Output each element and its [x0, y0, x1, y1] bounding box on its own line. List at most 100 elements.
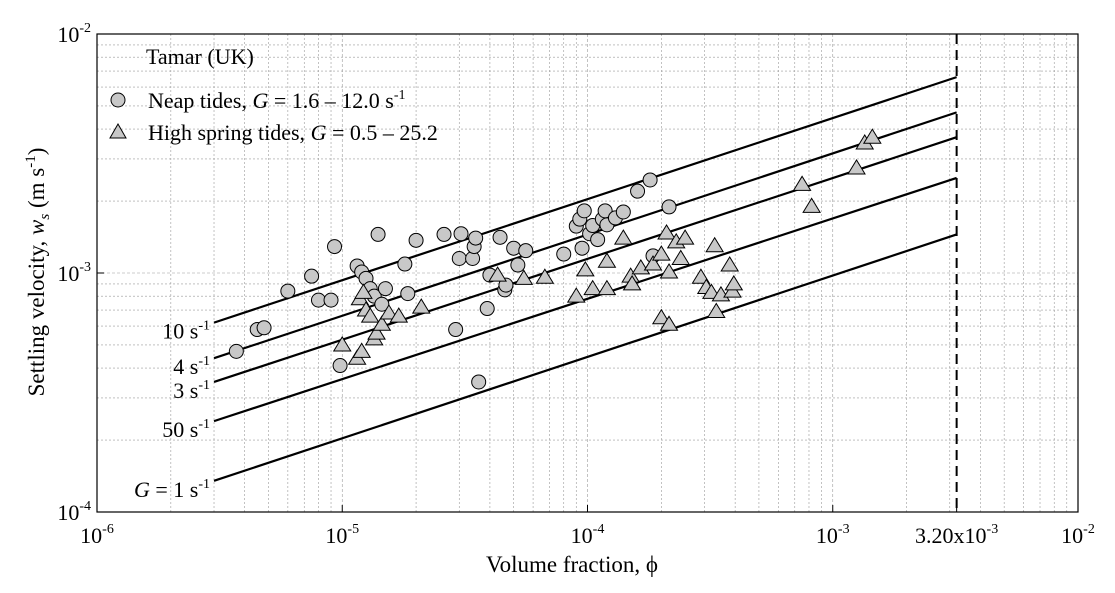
- neap-tide-point: [615, 204, 631, 220]
- spring-tide-point: [671, 249, 691, 265]
- neap-tide-point: [492, 229, 508, 245]
- spring-tide-point: [583, 279, 603, 296]
- tick-marks: [96, 33, 1079, 513]
- neap-tide-point: [448, 322, 464, 338]
- spring-tide-point: [651, 245, 671, 261]
- spring-tide-point: [389, 307, 409, 323]
- x-tick-label: 10-5: [325, 522, 359, 548]
- spring-tide-point: [332, 335, 352, 352]
- spring-tide-point: [792, 175, 812, 191]
- reference-line-label: 10 s-1: [162, 319, 210, 344]
- spring-tide-point: [597, 252, 617, 268]
- spring-tide-point: [705, 236, 725, 253]
- y-axis-label-text: Settling velocity,: [24, 235, 49, 396]
- legend-entry-spring: High spring tides, G = 0.5 – 25.2: [148, 120, 438, 145]
- neap-tide-point: [590, 232, 606, 248]
- neap-tide-point: [332, 358, 348, 374]
- neap-tide-point: [370, 226, 386, 242]
- y-tick-label: 10-2: [57, 21, 91, 47]
- neap-tide-point: [518, 243, 534, 259]
- y-axis-label-sub: s: [37, 214, 53, 220]
- reference-lines: 10 s-1 4 s-13 s-1 50 s-1 G = 1 s-1: [134, 76, 957, 502]
- spring-tide-point: [354, 283, 373, 299]
- neap-tide-point: [468, 230, 484, 246]
- neap-tide-point: [400, 286, 416, 302]
- neap-tide-point: [479, 301, 495, 317]
- neap-tide-point: [661, 199, 677, 215]
- neap-tide-point: [576, 203, 592, 219]
- neap-tide-point: [436, 226, 452, 242]
- spring-tide-point: [724, 274, 744, 291]
- neap-tide-point: [304, 268, 320, 284]
- spring-tide-point: [706, 302, 726, 319]
- legend-entry-neap-post: = 1.6 – 12.0 s: [268, 88, 393, 113]
- x-tick-label: 10-3: [816, 522, 850, 548]
- spring-tide-point: [613, 229, 633, 245]
- spring-tide-point: [643, 255, 663, 271]
- neap-tide-point: [256, 320, 272, 336]
- x-tick-labels: 10-6 10-5 10-4 10-3 3.20x10-3 10-2: [80, 522, 1095, 548]
- spring-tide-point: [720, 256, 740, 272]
- x-tick-label: 10-4: [571, 522, 605, 548]
- y-axis-label-var: w: [24, 219, 49, 235]
- y-axis-label-units-post: ): [24, 148, 49, 156]
- legend-entry-neap-pre: Neap tides,: [148, 88, 252, 113]
- legend: Tamar (UK) Neap tides, G = 1.6 – 12.0 s-…: [109, 44, 438, 145]
- neap-tide-point: [642, 172, 658, 188]
- reference-line: [213, 176, 957, 423]
- spring-tide-point: [622, 274, 642, 291]
- gridlines: [97, 34, 1078, 512]
- spring-tide-point: [847, 159, 866, 175]
- neap-tide-point: [510, 257, 526, 273]
- spring-tide-point: [367, 324, 386, 340]
- neap-tide-point: [323, 292, 339, 308]
- legend-entry-neap-var: G: [252, 88, 268, 113]
- spring-tide-point: [352, 342, 372, 358]
- y-axis-label-units-sup: -1: [23, 155, 39, 168]
- y-tick-label: 10-3: [57, 260, 91, 286]
- neap-tide-point: [377, 281, 393, 297]
- legend-circle-marker: [110, 92, 126, 108]
- reference-line: [213, 76, 957, 324]
- x-axis-label: Volume fraction, ϕ: [486, 552, 658, 577]
- legend-title: Tamar (UK): [146, 44, 254, 69]
- neap-tide-point: [327, 239, 343, 255]
- neap-tide-point: [471, 374, 487, 390]
- spring-tide-point: [488, 266, 507, 282]
- x-tick-label: 3.20x10-3: [915, 522, 998, 548]
- y-tick-labels: 10-4 10-3 10-2: [57, 21, 91, 525]
- neap-tide-point: [310, 292, 326, 308]
- reference-line: [213, 136, 957, 384]
- y-tick-label: 10-4: [57, 499, 91, 525]
- spring-tide-point: [802, 197, 822, 213]
- neap-tide-point: [408, 232, 424, 248]
- spring-tide-point: [659, 263, 679, 279]
- y-axis-label: Settling velocity, ws (m s-1): [23, 148, 53, 397]
- spring-tide-point: [575, 260, 595, 277]
- spring-tide-point: [675, 229, 695, 245]
- legend-entry-spring-post: = 0.5 – 25.2: [326, 120, 437, 145]
- legend-entry-neap: Neap tides, G = 1.6 – 12.0 s-1: [148, 88, 406, 113]
- reference-line-label: 3 s-1: [173, 378, 210, 403]
- reference-line-label: G = 1 s-1: [134, 477, 210, 502]
- reference-line-label: 50 s-1: [162, 417, 210, 442]
- legend-triangle-marker: [109, 122, 127, 139]
- legend-entry-spring-var: G: [311, 120, 327, 145]
- neap-tide-point: [280, 283, 296, 299]
- spring-tide-point: [372, 315, 392, 331]
- neap-tide-point: [228, 343, 244, 359]
- neap-tide-point: [397, 256, 413, 272]
- reference-line: [213, 233, 957, 482]
- spring-tide-point: [657, 224, 676, 240]
- spring-tide-point: [659, 315, 679, 331]
- neap-tide-point: [506, 240, 522, 256]
- spring-tide-point: [514, 269, 534, 285]
- x-tick-label: 10-2: [1061, 522, 1095, 548]
- neap-tide-point: [574, 240, 590, 256]
- spring-tide-point: [691, 268, 711, 284]
- spring-tide-point: [535, 268, 555, 284]
- spring-tide-point: [566, 287, 586, 303]
- spring-tide-point: [360, 307, 380, 323]
- neap-tide-point: [451, 250, 467, 266]
